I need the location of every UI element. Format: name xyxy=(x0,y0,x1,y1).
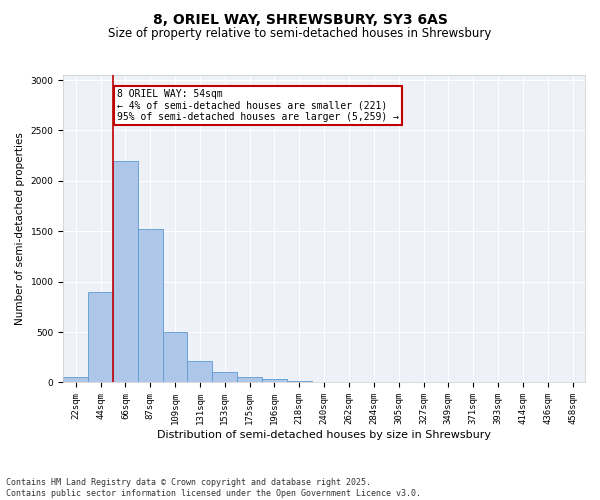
Text: 8 ORIEL WAY: 54sqm
← 4% of semi-detached houses are smaller (221)
95% of semi-de: 8 ORIEL WAY: 54sqm ← 4% of semi-detached… xyxy=(116,89,398,122)
Bar xyxy=(163,332,187,382)
Text: Size of property relative to semi-detached houses in Shrewsbury: Size of property relative to semi-detach… xyxy=(109,28,491,40)
Bar xyxy=(63,378,88,382)
Bar xyxy=(138,229,163,382)
Bar xyxy=(88,292,113,382)
X-axis label: Distribution of semi-detached houses by size in Shrewsbury: Distribution of semi-detached houses by … xyxy=(157,430,491,440)
Bar xyxy=(187,362,212,382)
Y-axis label: Number of semi-detached properties: Number of semi-detached properties xyxy=(15,132,25,325)
Bar xyxy=(237,378,262,382)
Bar xyxy=(113,160,138,382)
Bar xyxy=(262,379,287,382)
Bar xyxy=(212,372,237,382)
Text: Contains HM Land Registry data © Crown copyright and database right 2025.
Contai: Contains HM Land Registry data © Crown c… xyxy=(6,478,421,498)
Text: 8, ORIEL WAY, SHREWSBURY, SY3 6AS: 8, ORIEL WAY, SHREWSBURY, SY3 6AS xyxy=(152,12,448,26)
